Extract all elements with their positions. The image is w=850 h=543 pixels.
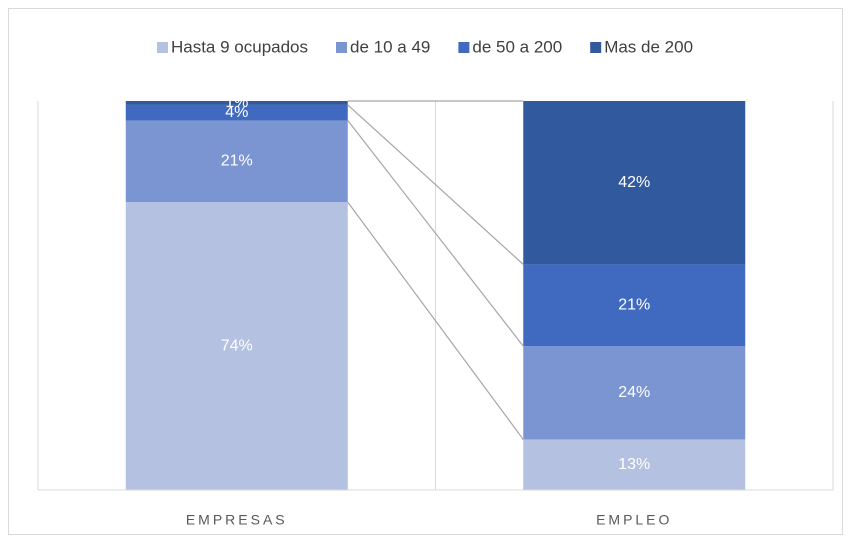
bar-segment bbox=[523, 264, 746, 347]
bar-segment bbox=[125, 202, 348, 490]
value-label: 24% bbox=[618, 384, 650, 401]
bar-segment bbox=[125, 104, 348, 121]
bar-segment bbox=[125, 101, 348, 105]
x-tick-label: EMPLEO bbox=[596, 512, 672, 528]
series-line bbox=[347, 104, 524, 265]
legend-label: de 50 a 200 bbox=[472, 37, 562, 56]
legend-swatch bbox=[336, 42, 348, 53]
value-label: 21% bbox=[618, 296, 650, 313]
bar-segment bbox=[523, 439, 746, 490]
value-label: 1% bbox=[225, 94, 248, 111]
series-line bbox=[347, 120, 524, 347]
value-label: 13% bbox=[618, 456, 650, 473]
value-label: 21% bbox=[221, 153, 253, 170]
legend-label: de 10 a 49 bbox=[350, 37, 430, 56]
value-label: 74% bbox=[221, 337, 253, 354]
chart-frame bbox=[8, 8, 843, 535]
series-line bbox=[347, 201, 524, 440]
legend-swatch bbox=[590, 42, 602, 53]
legend-label: Hasta 9 ocupados bbox=[171, 37, 308, 56]
bar-segment bbox=[523, 101, 746, 265]
legend-label: Mas de 200 bbox=[604, 37, 693, 56]
legend-swatch bbox=[458, 42, 470, 53]
legend-swatch bbox=[156, 42, 168, 53]
value-label: 4% bbox=[225, 104, 248, 121]
x-tick-label: EMPRESAS bbox=[186, 512, 288, 528]
value-label: 42% bbox=[618, 174, 650, 191]
bar-segment bbox=[523, 346, 746, 440]
bar-segment bbox=[125, 120, 348, 203]
